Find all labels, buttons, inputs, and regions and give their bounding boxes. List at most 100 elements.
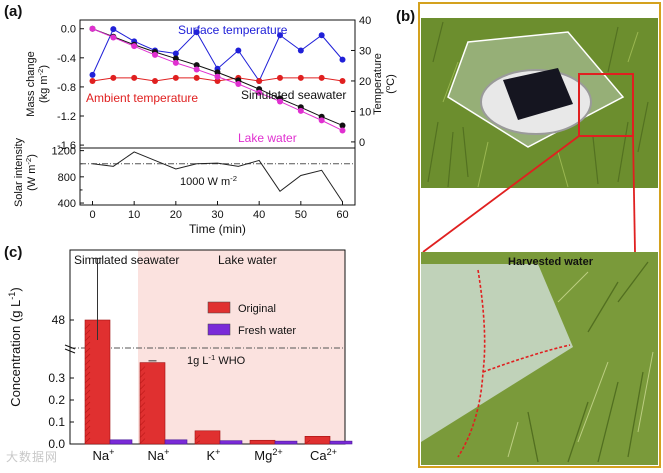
point-ambient [152, 77, 158, 84]
x-tick-label: Ca2+ [310, 447, 337, 463]
solar-series-line [92, 151, 343, 203]
bar-hatch [139, 396, 146, 402]
point-ambient [214, 77, 221, 84]
point-seawater [214, 69, 221, 76]
bar-hatch [84, 377, 91, 384]
bar-original [249, 439, 276, 445]
bar-hatch [84, 407, 91, 414]
chart-a: (a) 0 10 20 30 40 50 60 Time (min) 0.0 -0.4 -0.8 -1.… [4, 3, 398, 236]
panel-label-c: (c) [4, 244, 22, 261]
point-lake [89, 25, 96, 32]
absorber-black [503, 68, 573, 120]
mass-tick-label: 0.0 [61, 24, 76, 36]
point-lake [277, 98, 283, 105]
point-lake [193, 66, 200, 73]
bar-hatch [84, 383, 91, 390]
point-ambient [318, 74, 325, 81]
bar-hatch [139, 378, 146, 384]
bar-hatch [84, 395, 91, 402]
region-label-seawater: Simulated seawater [74, 253, 179, 267]
bar-hatch [84, 329, 91, 336]
bar-hatch [84, 389, 91, 396]
bar-hatch [84, 335, 91, 342]
bar-hatch [139, 390, 146, 396]
axis-break-mark [64, 348, 76, 354]
inset-box [578, 73, 634, 137]
x-tick-label: 60 [336, 209, 348, 221]
glass-corner [421, 264, 573, 442]
x-tick-label: K+ [207, 447, 221, 463]
bar-hatch [304, 440, 311, 445]
point-ambient [110, 74, 117, 81]
x-tick-label: 30 [211, 209, 223, 221]
y-tick-label: 48 [52, 313, 66, 327]
harvested-water-label: Harvested water [508, 256, 593, 268]
temp-tick-label: 10 [359, 106, 371, 118]
point-surface [318, 32, 325, 39]
temp-axis-unit: (oC) [383, 74, 398, 94]
point-surface [297, 47, 304, 54]
point-ambient [89, 77, 96, 84]
bar-original [304, 436, 331, 445]
legend-label: Original [238, 303, 276, 315]
mass-tick-label: -0.8 [57, 82, 76, 94]
label-surface-temperature: Surface temperature [178, 23, 288, 37]
bar-hatch [84, 413, 91, 420]
label-ambient-temperature: Ambient temperature [86, 91, 198, 105]
point-seawater [172, 55, 179, 62]
point-seawater [193, 62, 200, 69]
y-tick-label: 0.2 [48, 393, 65, 407]
point-surface [339, 56, 346, 63]
point-lake [297, 107, 304, 114]
bar-hatch [84, 347, 91, 354]
point-ambient [297, 74, 304, 81]
panel-label-b: (b) [396, 8, 416, 25]
bar-hatch [84, 431, 91, 438]
bar-hatch [139, 366, 146, 372]
solar-axis-unit: (W m-2) [24, 154, 39, 191]
bar-hatch [84, 371, 91, 378]
point-ambient [277, 74, 283, 81]
bar-fresh [329, 440, 353, 445]
mass-tick-label: -1.6 [57, 140, 76, 152]
frame-upper [79, 19, 356, 149]
point-surface [235, 47, 242, 54]
solar-reference-label: 1000 W m-2 [180, 174, 237, 189]
bar-hatch [139, 438, 146, 444]
point-ambient [193, 74, 200, 81]
point-lake [256, 89, 263, 96]
y-tick-label: 0.0 [48, 437, 65, 451]
point-lake [318, 117, 325, 124]
bar-fresh [219, 440, 243, 445]
point-ambient [131, 74, 138, 81]
bar-hatch [194, 434, 201, 441]
solar-axis-label: Solar intensity [13, 137, 25, 207]
point-surface [89, 71, 96, 78]
x-tick-label: Na+ [148, 447, 170, 463]
bar-hatch [84, 353, 91, 360]
y-tick-label: 0.1 [48, 415, 65, 429]
solar-tick-label: 400 [58, 198, 76, 210]
bar-hatch [139, 408, 146, 414]
solar-tick-label: 1200 [52, 146, 76, 158]
point-surface [277, 32, 283, 39]
watermark: 大数据网 [6, 450, 59, 464]
bar-hatch [84, 437, 91, 444]
legend-swatch [207, 323, 231, 336]
point-lake [172, 59, 179, 66]
bar-hatch [139, 432, 146, 438]
bar-hatch [84, 365, 91, 372]
bar-hatch [194, 440, 201, 445]
temp-axis-label: Temperature [372, 53, 384, 115]
temp-tick-label: 20 [359, 76, 371, 88]
mass-axis-unit: (kg m-2) [36, 65, 51, 103]
bar-fresh [109, 439, 133, 445]
bar-hatch [84, 425, 91, 432]
grass-texture-top [427, 21, 649, 188]
point-lake [131, 43, 138, 50]
y-axis-label: Concentration (g L-1) [7, 287, 23, 406]
point-surface [110, 26, 117, 33]
bar-hatch [84, 359, 91, 366]
bar-original [84, 319, 111, 445]
solar-tick-label: 800 [58, 172, 76, 184]
